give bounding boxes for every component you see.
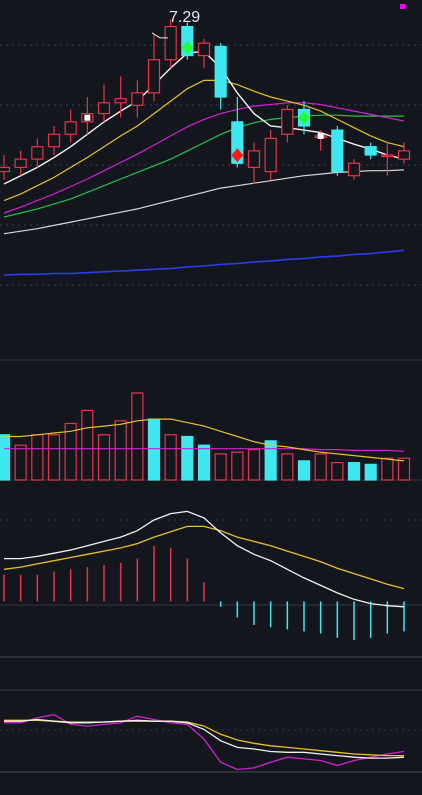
ma-yellow-line: [3, 79, 405, 202]
candle-body-3: [47, 133, 61, 148]
kdj-d-line: [4, 719, 404, 757]
ma-green-line: [3, 114, 404, 218]
ma-blue-line: [3, 249, 405, 276]
volume-bar-4: [64, 422, 77, 481]
volume-bar-9: [147, 418, 161, 481]
candle-body-23: [381, 154, 394, 158]
candle-body-14: [231, 121, 244, 164]
signal-diamond-2: [298, 111, 310, 125]
volume-bar-16: [264, 440, 277, 481]
volume-bar-22: [364, 463, 377, 481]
candle-body-13: [214, 45, 227, 98]
volume-bar-3: [47, 434, 61, 481]
candle-body-8: [131, 92, 144, 106]
ma-long-white-line: [3, 169, 405, 235]
volume-bar-0: [0, 434, 11, 481]
volume-bar-14: [231, 451, 244, 481]
volume-bar-15: [247, 448, 261, 481]
volume-ma-magenta-line: [4, 448, 405, 452]
volume-bar-19: [314, 453, 327, 481]
price-peak-label: 7.29: [169, 9, 201, 26]
candle-body-7: [114, 98, 127, 104]
macd-dea-line: [3, 525, 405, 590]
price-panel: [0, 19, 411, 276]
volume-bar-11: [181, 435, 194, 481]
candle-body-0: [0, 166, 11, 173]
candle-body-21: [347, 162, 361, 177]
volume-bar-21: [347, 462, 361, 481]
volume-bar-17: [281, 453, 294, 481]
candle-body-9: [147, 59, 161, 94]
volume-bar-12: [197, 444, 211, 481]
volume-bar-20: [331, 462, 344, 481]
candle-body-16: [264, 137, 277, 173]
kdj-panel: [4, 713, 405, 771]
ma-white-line: [3, 50, 405, 185]
volume-bar-6: [97, 434, 111, 481]
signal-square-4: [317, 132, 324, 139]
volume-bar-18: [297, 460, 311, 481]
signal-diamond-0: [181, 40, 194, 55]
signal-square-3: [84, 114, 91, 121]
macd-panel: [3, 510, 405, 640]
corner-marker: [400, 4, 405, 9]
candle-body-2: [31, 146, 44, 160]
candle-body-12: [197, 42, 211, 57]
volume-bar-24: [397, 457, 411, 481]
volume-bar-23: [381, 457, 394, 481]
volume-panel: [0, 392, 411, 481]
volume-bar-13: [214, 453, 227, 481]
volume-bar-10: [164, 434, 177, 481]
kdj-k-line: [4, 718, 405, 759]
kdj-j-line: [4, 713, 405, 771]
volume-bar-7: [114, 420, 127, 481]
volume-bar-8: [131, 392, 144, 481]
chart-grid: [0, 44, 422, 773]
macd-dif-line: [4, 510, 405, 608]
signal-diamond-1: [231, 148, 244, 163]
volume-bar-5: [81, 409, 94, 481]
volume-ma-yellow-line: [4, 418, 405, 462]
candle-body-20: [331, 129, 344, 173]
candle-body-4: [64, 121, 77, 135]
candle-body-22: [364, 146, 377, 156]
candle-body-24: [397, 150, 411, 160]
ma-magenta-line: [3, 102, 405, 214]
peak-leader-line: [151, 32, 168, 39]
volume-bar-2: [31, 434, 44, 481]
candle-body-10: [164, 25, 177, 61]
volume-bar-1: [14, 444, 27, 481]
candle-body-1: [14, 158, 27, 169]
candle-body-17: [281, 108, 294, 135]
candle-body-6: [97, 102, 111, 115]
candle-body-15: [247, 150, 261, 169]
